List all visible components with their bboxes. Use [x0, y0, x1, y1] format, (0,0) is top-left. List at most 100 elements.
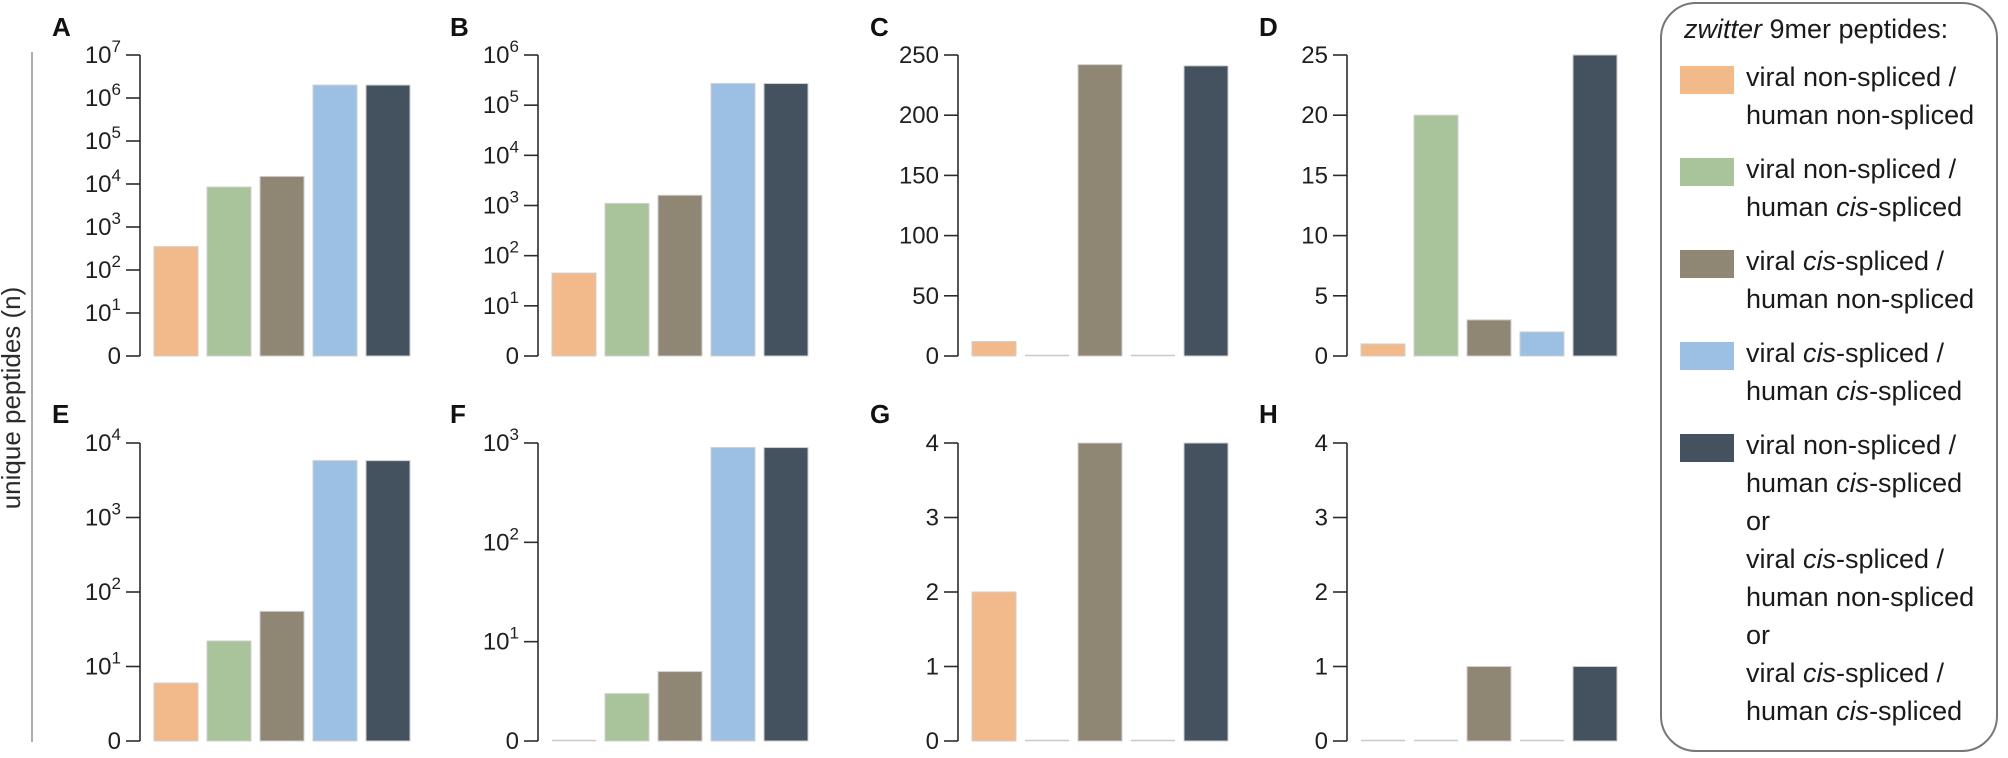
legend-item-4-line-1: viral cis-spliced /: [1746, 338, 1945, 368]
panel-E: E 0 101 102 103 104: [52, 399, 411, 755]
legend-item-5-line-3: or: [1746, 506, 1771, 536]
y-tick-label-A: 103: [85, 209, 121, 241]
y-tick-label-D: 5: [1315, 283, 1328, 310]
bar-C-3: [1077, 64, 1123, 357]
legend-item-5: viral non-spliced / human cis-spliced or…: [1678, 426, 1986, 730]
legend-item-4: viral cis-spliced / human cis-spliced: [1678, 334, 1986, 410]
legend-item-5-line-2: human cis-spliced: [1746, 468, 1963, 498]
panel-letter-C: C: [870, 12, 889, 42]
y-tick-label-G: 3: [926, 505, 939, 532]
panel-H: H 0 1 2 3 4: [1259, 399, 1618, 755]
bar-B-4: [710, 83, 756, 357]
panel-letter-F: F: [450, 399, 466, 429]
bar-A-3: [259, 175, 305, 357]
y-tick-label-H: 2: [1315, 579, 1328, 606]
bar-B-3: [657, 194, 703, 357]
bar-A-5: [365, 84, 411, 357]
y-tick-label-H: 1: [1315, 654, 1328, 681]
legend-item-2-line-1: viral non-spliced /: [1746, 154, 1957, 184]
panel-letter-E: E: [52, 399, 69, 429]
y-tick-label-B: 101: [483, 288, 519, 320]
bar-E-1: [153, 682, 199, 742]
legend-item-5-line-4: viral cis-spliced /: [1746, 544, 1945, 574]
y-tick-label-B: 104: [483, 137, 519, 169]
legend-title-italic: zwitter: [1684, 14, 1763, 44]
panel-D: D 0 5 10 15 20 25: [1259, 12, 1618, 370]
bar-F-2: [604, 693, 650, 742]
panel-B: B 0 101 102 103 104 105 106: [450, 12, 809, 370]
y-tick-label-G: 0: [926, 728, 939, 755]
legend-swatch-2: [1680, 158, 1734, 186]
legend-item-1: viral non-spliced / human non-spliced: [1678, 58, 1986, 134]
y-tick-label-A: 101: [85, 295, 121, 327]
legend-box: zwitter 9mer peptides: viral non-spliced…: [1660, 2, 1998, 752]
legend-swatch-3: [1680, 250, 1734, 278]
bar-E-4: [312, 460, 358, 742]
y-tick-label-C: 200: [899, 102, 939, 129]
bar-H-3: [1466, 666, 1512, 742]
bar-B-5: [763, 83, 809, 357]
bar-D-2: [1413, 114, 1459, 357]
panel-letter-G: G: [870, 399, 890, 429]
legend-item-5-line-1: viral non-spliced /: [1746, 430, 1957, 460]
bar-D-1: [1360, 343, 1406, 357]
legend-item-3: viral cis-spliced / human non-spliced: [1678, 242, 1986, 318]
bar-D-4: [1519, 331, 1565, 357]
bar-G-5: [1183, 442, 1229, 742]
y-tick-label-B: 103: [483, 188, 519, 220]
y-tick-label-A: 106: [85, 80, 121, 112]
legend-item-2-line-2: human cis-spliced: [1746, 192, 1963, 222]
legend-title: zwitter 9mer peptides:: [1684, 14, 1986, 44]
panels-group: A0101102103104105106107B0101102103104105…: [52, 12, 1618, 755]
legend-item-5-line-6: or: [1746, 620, 1771, 650]
y-tick-label-C: 50: [912, 283, 939, 310]
y-tick-label-H: 3: [1315, 505, 1328, 532]
y-tick-label-A: 0: [108, 343, 121, 370]
figure-canvas: unique peptides (n) A0101102103104105106…: [0, 12, 1618, 755]
legend-item-5-line-8: human cis-spliced: [1746, 696, 1963, 726]
legend-swatch-4: [1680, 342, 1734, 370]
bar-B-2: [604, 202, 650, 357]
bar-F-3: [657, 671, 703, 742]
panel-letter-B: B: [450, 12, 469, 42]
y-tick-label-D: 15: [1301, 162, 1328, 189]
y-tick-label-G: 2: [926, 579, 939, 606]
bar-G-3: [1077, 442, 1123, 742]
panel-G: G 0 1 2 3 4: [870, 399, 1229, 755]
panel-A: A 0 101 102 103 104 105 106 107: [52, 12, 411, 370]
bar-C-1: [971, 341, 1017, 357]
bar-E-5: [365, 460, 411, 742]
bar-H-5: [1572, 666, 1618, 742]
bar-F-4: [710, 447, 756, 742]
legend-item-3-line-2: human non-spliced: [1746, 284, 1975, 314]
y-tick-label-A: 104: [85, 166, 121, 198]
y-tick-label-B: 105: [483, 87, 519, 119]
legend-title-rest: 9mer peptides:: [1762, 14, 1949, 44]
panel-F: F 0 101 102 103: [450, 399, 809, 755]
y-tick-label-G: 4: [926, 430, 939, 457]
panel-letter-H: H: [1259, 399, 1278, 429]
y-tick-label-H: 0: [1315, 728, 1328, 755]
legend-item-1-line-1: viral non-spliced /: [1746, 62, 1957, 92]
y-tick-label-A: 107: [85, 37, 121, 69]
y-tick-label-B: 102: [483, 238, 519, 270]
y-tick-label-F: 0: [506, 728, 519, 755]
y-tick-label-D: 10: [1301, 223, 1328, 250]
panel-letter-D: D: [1259, 12, 1278, 42]
bar-B-1: [551, 272, 597, 357]
legend-swatch-1: [1680, 66, 1734, 94]
bar-A-4: [312, 84, 358, 357]
y-tick-label-E: 0: [108, 728, 121, 755]
y-tick-label-F: 102: [483, 524, 519, 556]
y-tick-label-D: 20: [1301, 102, 1328, 129]
legend-item-5-line-5: human non-spliced: [1746, 582, 1975, 612]
legend-item-5-line-7: viral cis-spliced /: [1746, 658, 1945, 688]
legend-item-1-line-2: human non-spliced: [1746, 100, 1975, 130]
y-tick-label-B: 0: [506, 343, 519, 370]
panel-letter-A: A: [52, 12, 71, 42]
legend-swatch-5: [1680, 434, 1734, 462]
y-tick-label-B: 106: [483, 37, 519, 69]
y-tick-label-E: 104: [85, 425, 121, 457]
y-axis-title: unique peptides (n): [0, 287, 26, 510]
y-tick-label-A: 105: [85, 123, 121, 155]
